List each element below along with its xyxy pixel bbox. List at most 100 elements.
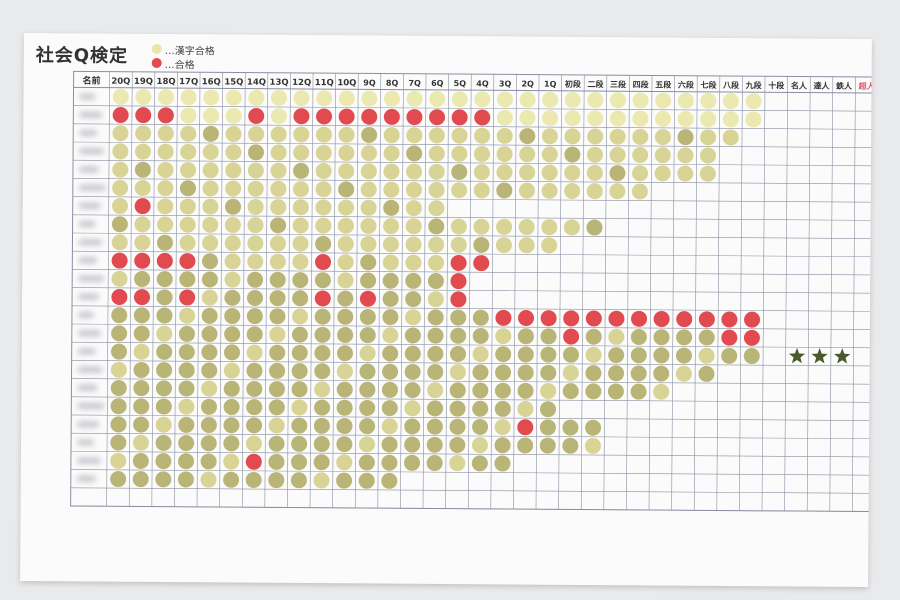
kanji-sticker <box>517 328 534 345</box>
grid-vline <box>693 75 698 511</box>
kanji-sticker <box>564 146 581 163</box>
kanji-sticker <box>677 92 694 109</box>
kanji-sticker <box>406 145 423 162</box>
column-header: 3Q <box>499 79 512 88</box>
kanji-sticker <box>494 400 511 417</box>
kanji-sticker <box>224 271 241 288</box>
grid-vline <box>716 75 721 511</box>
kanji-sticker <box>653 329 670 346</box>
kanji-sticker <box>178 380 195 397</box>
kanji-sticker <box>360 163 377 180</box>
kanji-sticker <box>449 455 466 472</box>
kanji-sticker <box>427 382 444 399</box>
kanji-sticker <box>654 129 671 146</box>
blurred-name <box>77 330 101 337</box>
kanji-sticker <box>268 435 285 452</box>
kanji-sticker <box>405 291 422 308</box>
kanji-sticker <box>428 200 445 217</box>
kanji-sticker <box>743 348 760 365</box>
column-header: 七段 <box>700 80 716 90</box>
kanji-sticker <box>315 235 332 252</box>
kanji-sticker <box>270 144 287 161</box>
red-sticker <box>179 289 196 306</box>
red-sticker <box>157 107 174 124</box>
column-header: 超人 <box>858 81 872 91</box>
red-sticker <box>721 311 738 328</box>
red-sticker <box>134 252 151 269</box>
kanji-sticker <box>157 198 174 215</box>
kanji-sticker <box>632 128 649 145</box>
kanji-sticker <box>314 272 331 289</box>
kanji-sticker <box>293 144 310 161</box>
kanji-sticker <box>223 380 240 397</box>
kanji-sticker <box>495 364 512 381</box>
kanji-sticker <box>721 347 738 364</box>
kanji-sticker <box>224 217 241 234</box>
kanji-sticker <box>314 345 331 362</box>
kanji-sticker <box>587 128 604 145</box>
kanji-sticker <box>247 217 264 234</box>
grid-hline <box>72 305 872 312</box>
kanji-sticker <box>112 125 129 142</box>
kanji-sticker <box>563 219 580 236</box>
kanji-sticker <box>157 143 174 160</box>
grid-vline <box>106 71 110 507</box>
kanji-sticker <box>428 163 445 180</box>
kanji-sticker <box>315 181 332 198</box>
kanji-sticker <box>112 198 129 215</box>
kanji-sticker <box>745 93 762 110</box>
kanji-sticker <box>587 110 604 127</box>
kanji-sticker <box>179 180 196 197</box>
kanji-sticker <box>472 327 489 344</box>
red-sticker <box>179 253 196 270</box>
kanji-sticker <box>496 146 513 163</box>
kanji-sticker <box>358 472 375 489</box>
kanji-sticker <box>292 217 309 234</box>
grid-vline <box>400 73 404 509</box>
kanji-sticker <box>449 400 466 417</box>
grid-vline <box>241 72 246 508</box>
kanji-sticker <box>177 471 194 488</box>
kanji-sticker <box>269 362 286 379</box>
kanji-sticker <box>313 472 330 489</box>
kanji-sticker <box>632 92 649 109</box>
kanji-sticker <box>426 455 443 472</box>
kanji-sticker <box>451 145 468 162</box>
grid-vline <box>377 73 382 509</box>
grid-hline <box>72 269 872 276</box>
kanji-sticker <box>270 108 287 125</box>
kanji-sticker <box>314 399 331 416</box>
kanji-sticker <box>382 363 399 380</box>
kanji-sticker <box>381 418 398 435</box>
blurred-name <box>78 220 96 228</box>
kanji-sticker <box>200 417 217 434</box>
kanji-sticker <box>382 290 399 307</box>
kanji-sticker <box>700 129 717 146</box>
kanji-sticker <box>426 418 443 435</box>
kanji-sticker <box>224 289 241 306</box>
red-sticker <box>698 311 715 328</box>
kanji-sticker <box>564 91 581 108</box>
blurred-name <box>78 202 101 209</box>
kanji-sticker <box>336 399 353 416</box>
red-sticker <box>359 290 376 307</box>
kanji-sticker <box>359 345 376 362</box>
kanji-sticker <box>608 328 625 345</box>
kanji-sticker <box>314 381 331 398</box>
kanji-sticker <box>700 92 717 109</box>
kanji-sticker <box>607 383 624 400</box>
kanji-sticker <box>381 472 398 489</box>
kanji-sticker <box>270 217 287 234</box>
kanji-sticker <box>698 365 715 382</box>
kanji-sticker <box>156 307 173 324</box>
kanji-sticker <box>653 365 670 382</box>
grid-vline <box>264 72 269 508</box>
red-sticker <box>111 252 128 269</box>
kanji-sticker <box>451 91 468 108</box>
grid-hline <box>73 159 872 167</box>
kanji-sticker <box>540 401 557 418</box>
kanji-sticker <box>585 365 602 382</box>
kanji-sticker <box>293 90 310 107</box>
kanji-sticker <box>404 436 421 453</box>
kanji-sticker <box>270 126 287 143</box>
